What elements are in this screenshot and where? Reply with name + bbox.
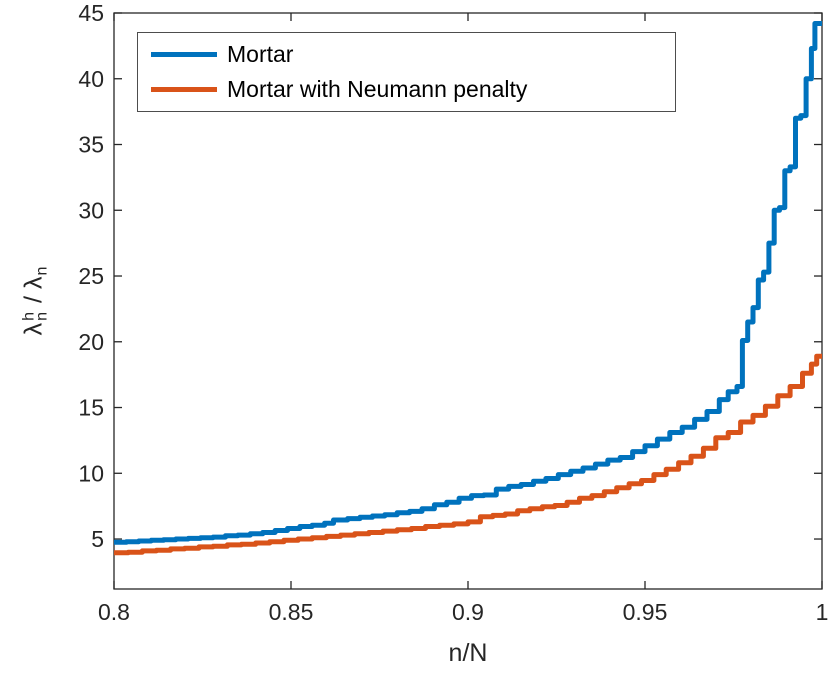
- x-tick-label: 1: [816, 599, 829, 625]
- ylabel-lambda-2: λ: [19, 276, 48, 290]
- ylabel-divider: /: [19, 296, 48, 303]
- legend-label-mortar-neumann: Mortar with Neumann penalty: [227, 76, 528, 102]
- x-tick-label: 0.95: [623, 599, 668, 625]
- y-tick-label: 5: [91, 526, 104, 552]
- ylabel-lambda-1: λ: [19, 322, 48, 336]
- y-tick-label: 45: [78, 0, 104, 26]
- y-tick-label: 40: [78, 66, 104, 92]
- ylabel-subscript-2: n: [33, 266, 50, 276]
- legend-item-mortar: Mortar: [138, 38, 675, 72]
- y-axis-label: λ h n / λ n: [19, 266, 51, 336]
- y-tick-label: 10: [78, 460, 104, 486]
- legend-item-mortar-neumann: Mortar with Neumann penalty: [138, 73, 675, 107]
- x-tick-label: 0.8: [98, 599, 130, 625]
- x-axis-label: n/N: [448, 639, 488, 667]
- ylabel-subscript: n: [33, 311, 50, 321]
- series-line-mortar-neumann: [114, 353, 822, 556]
- legend-line-sample-mortar-neumann: [151, 87, 217, 92]
- series-line-mortar: [114, 21, 822, 545]
- y-tick-label: 25: [78, 263, 104, 289]
- y-tick-label: 20: [78, 329, 104, 355]
- x-tick-label: 0.9: [452, 599, 484, 625]
- x-tick-label: 0.85: [269, 599, 314, 625]
- legend-line-sample-mortar: [151, 52, 217, 57]
- y-tick-label: 15: [78, 395, 104, 421]
- legend-label-mortar: Mortar: [227, 41, 294, 67]
- y-tick-label: 30: [78, 197, 104, 223]
- legend: Mortar Mortar with Neumann penalty: [137, 32, 676, 112]
- y-tick-label: 35: [78, 132, 104, 158]
